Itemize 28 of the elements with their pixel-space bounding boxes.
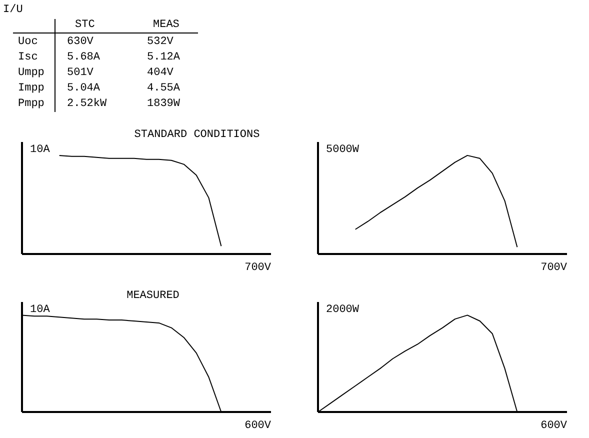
text: 5.04A xyxy=(67,82,100,94)
text: Isc xyxy=(18,52,38,64)
text: 4.55A xyxy=(147,82,180,94)
text: 2.52kW xyxy=(67,98,108,110)
text: Uoc xyxy=(18,36,38,48)
y-axis-title: 2000W xyxy=(326,304,360,316)
x-axis-title: 600V xyxy=(540,420,568,432)
text: STC xyxy=(75,19,96,31)
x-axis-title: 700V xyxy=(244,262,272,274)
text: 5.12A xyxy=(147,52,180,64)
text: 1839W xyxy=(147,98,180,110)
x-axis-title: 600V xyxy=(244,420,272,432)
text: Pmpp xyxy=(18,98,44,110)
text: Impp xyxy=(18,82,44,94)
y-axis-title: 10A xyxy=(30,304,50,316)
text: 5.68A xyxy=(67,52,100,64)
text: MEAS xyxy=(153,19,180,31)
text: I/U xyxy=(3,4,23,16)
text: 532V xyxy=(147,36,174,48)
x-axis-title: 700V xyxy=(540,262,568,274)
text: 404V xyxy=(147,67,174,79)
text: 630V xyxy=(67,36,94,48)
text: Umpp xyxy=(18,67,44,79)
y-axis-title: 5000W xyxy=(326,144,360,156)
chart-title: STANDARD CONDITIONS xyxy=(134,129,260,141)
text: 501V xyxy=(67,67,94,79)
y-axis-title: 10A xyxy=(30,144,50,156)
chart-title: MEASURED xyxy=(126,290,180,302)
